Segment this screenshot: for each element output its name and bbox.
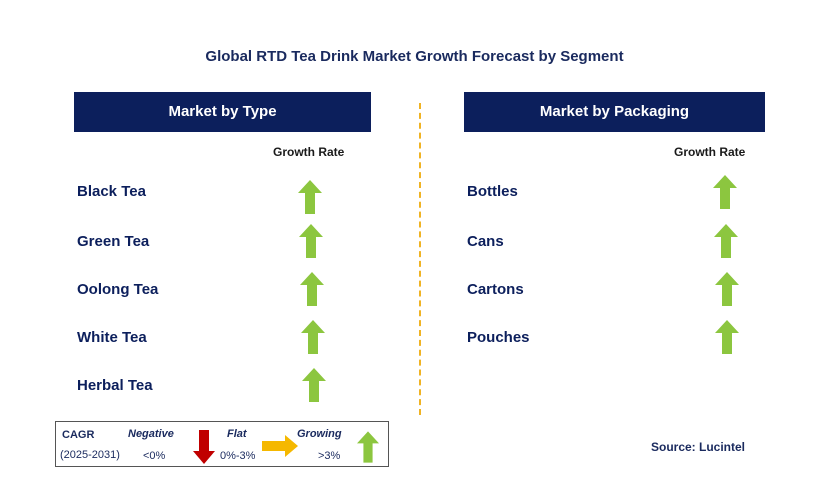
type-row-white-tea: White Tea xyxy=(77,329,147,346)
legend-period-label: (2025-2031) xyxy=(60,449,120,461)
type-row-black-tea: Black Tea xyxy=(77,183,146,200)
up-arrow-icon xyxy=(715,320,739,354)
up-arrow-icon xyxy=(299,224,323,258)
up-arrow-icon xyxy=(715,272,739,306)
type-row-herbal-tea: Herbal Tea xyxy=(77,377,153,394)
chart-title: Global RTD Tea Drink Market Growth Forec… xyxy=(205,48,624,65)
up-arrow-icon xyxy=(357,431,379,463)
type-row-oolong-tea: Oolong Tea xyxy=(77,281,159,298)
legend-flat-label: Flat xyxy=(227,428,247,440)
up-arrow-icon xyxy=(298,180,322,214)
legend-cagr-label: CAGR xyxy=(62,429,95,441)
packaging-panel-header: Market by Packaging xyxy=(464,92,765,132)
legend-negative-range: <0% xyxy=(143,450,166,462)
right-arrow-icon xyxy=(262,435,298,457)
packaging-row-cartons: Cartons xyxy=(467,281,524,298)
type-panel-header: Market by Type xyxy=(74,92,371,132)
legend-flat-range: 0%-3% xyxy=(220,450,256,462)
down-arrow-icon xyxy=(193,430,215,464)
cagr-legend: CAGR (2025-2031) Negative <0% Flat 0%-3%… xyxy=(55,421,389,467)
up-arrow-icon xyxy=(713,175,737,209)
source-note: Source: Lucintel xyxy=(651,440,746,454)
type-growth-rate-label: Growth Rate xyxy=(273,145,345,159)
packaging-row-bottles: Bottles xyxy=(467,183,518,200)
packaging-growth-rate-label: Growth Rate xyxy=(674,145,746,159)
up-arrow-icon xyxy=(714,224,738,258)
legend-negative-label: Negative xyxy=(128,428,174,440)
legend-growing-label: Growing xyxy=(297,428,342,440)
type-row-green-tea: Green Tea xyxy=(77,233,150,250)
up-arrow-icon xyxy=(301,320,325,354)
up-arrow-icon xyxy=(302,368,326,402)
up-arrow-icon xyxy=(300,272,324,306)
packaging-row-cans: Cans xyxy=(467,233,504,250)
legend-growing-range: >3% xyxy=(318,450,341,462)
packaging-row-pouches: Pouches xyxy=(467,329,530,346)
panel-divider xyxy=(419,103,421,415)
